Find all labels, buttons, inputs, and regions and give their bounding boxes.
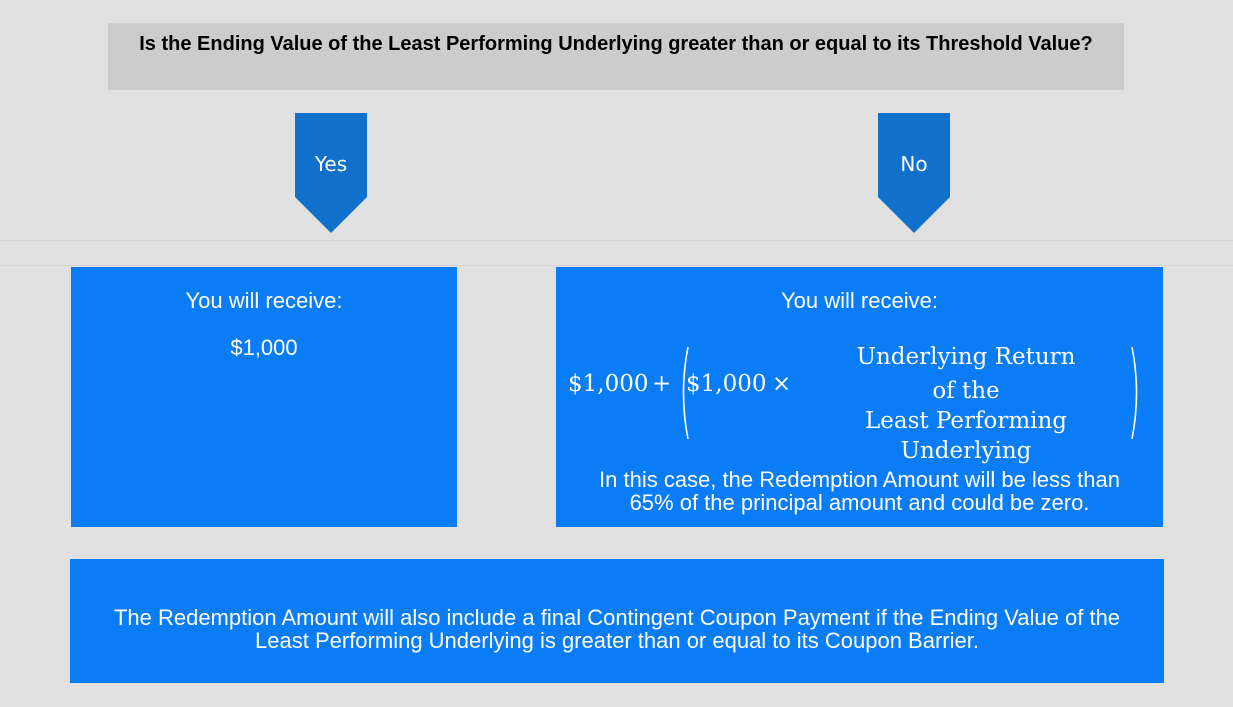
question-text: Is the Ending Value of the Least Perform… <box>139 33 1093 55</box>
no-heading: You will receive: <box>781 288 938 313</box>
yes-label: Yes <box>314 152 348 176</box>
right-parenthesis <box>1131 346 1138 440</box>
formula-inner-amount: $1,000 <box>686 371 767 397</box>
divider-line-upper <box>0 240 1233 241</box>
down-arrow-shape <box>295 113 367 233</box>
formula-plus-sign: + <box>652 371 672 397</box>
formula-times-sign: × <box>772 371 792 397</box>
left-parenthesis <box>682 346 689 440</box>
no-arrow: No <box>878 113 950 233</box>
formula-factor: Underlying Return of the Least Performin… <box>796 342 1136 466</box>
down-arrow-shape <box>878 113 950 233</box>
footer-panel: The Redemption Amount will also include … <box>70 559 1164 683</box>
yes-outcome-panel: You will receive: $1,000 <box>71 267 457 527</box>
yes-amount: $1,000 <box>230 335 298 360</box>
divider-line-lower <box>0 265 1233 266</box>
factor-line-2: of the <box>932 378 1000 404</box>
formula-base-amount: $1,000 <box>568 371 649 397</box>
no-outcome-panel: You will receive: $1,000 + $1,000 × Unde… <box>556 267 1163 527</box>
yes-heading: You will receive: <box>185 288 343 313</box>
factor-line-1: Underlying Return <box>856 344 1076 370</box>
yes-arrow: Yes <box>295 113 367 233</box>
factor-line-3: Least Performing Underlying <box>864 408 1068 464</box>
payoff-formula: $1,000 + $1,000 × Underlying Return of t… <box>556 267 1163 527</box>
no-outcome-note: In this case, the Redemption Amount will… <box>599 467 1120 515</box>
no-label: No <box>900 152 928 176</box>
question-box: Is the Ending Value of the Least Perform… <box>108 23 1124 90</box>
footer-text: The Redemption Amount will also include … <box>113 605 1121 653</box>
